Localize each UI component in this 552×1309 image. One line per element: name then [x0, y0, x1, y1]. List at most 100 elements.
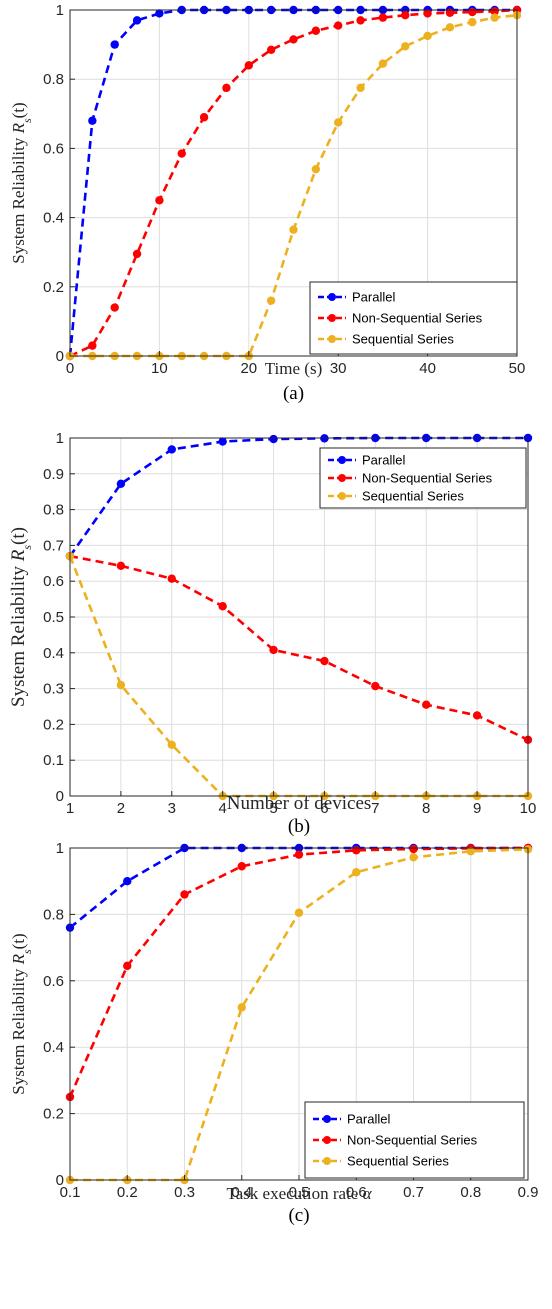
figure-caption: (b): [288, 816, 310, 837]
series-non-sequential-series: [65, 551, 533, 744]
chart-panel-a: 0 10 20 30 40 50 0 0.2 0.4 0.6 0.8 1 Time (s) System …: [9, 2, 525, 404]
data-point: [88, 116, 97, 125]
y-tick-label: 0: [56, 788, 64, 805]
x-tick-label: 0.3: [174, 1184, 195, 1201]
data-point: [378, 59, 388, 68]
x-tick-label: 7: [371, 800, 379, 817]
data-point: [289, 35, 298, 44]
x-tick-label: 2: [117, 800, 125, 817]
legend-marker: [328, 335, 336, 343]
x-axis-label: Time (s): [265, 359, 322, 378]
legend-entry: Sequential Series: [313, 1154, 449, 1169]
data-point: [466, 847, 475, 856]
legend-marker: [338, 456, 346, 464]
y-tick-label: 0.2: [43, 716, 64, 733]
x-tick-label: 30: [330, 360, 347, 377]
x-tick-label: 5: [269, 800, 277, 817]
legend-marker: [338, 492, 346, 500]
legend-marker: [338, 474, 346, 482]
legend-box: [309, 281, 518, 355]
figure-caption: (c): [288, 1205, 309, 1226]
y-tick-label: 0.2: [43, 1106, 64, 1123]
legend-marker: [323, 1115, 331, 1123]
data-point: [110, 40, 119, 49]
x-tick-label: 0.8: [460, 1184, 481, 1201]
legend-box: [304, 1101, 525, 1179]
figure-caption: (a): [283, 383, 304, 404]
y-axis-label: System Reliability Rs(t): [9, 933, 34, 1094]
y-tick-label: 0.8: [43, 502, 64, 519]
data-point: [266, 45, 276, 54]
legend-label: Sequential Series: [352, 332, 454, 347]
y-tick-label: 0.9: [43, 466, 64, 483]
y-tick-label: 1: [56, 430, 64, 447]
data-point: [423, 9, 432, 18]
x-tick-label: 20: [240, 360, 257, 377]
y-tick-label: 0.2: [43, 279, 64, 296]
x-tick-label: 8: [422, 800, 430, 817]
x-tick-label: 1: [66, 800, 74, 817]
axes-box: [69, 9, 518, 357]
series-non-sequential-series: [65, 5, 522, 361]
data-point: [218, 602, 227, 611]
data-point: [352, 846, 361, 855]
legend: Parallel Non-Sequential Series Sequential …: [309, 281, 518, 355]
data-point: [490, 13, 499, 22]
data-point: [422, 700, 431, 709]
data-point: [269, 434, 278, 444]
legend-label: Non-Sequential Series: [352, 311, 483, 326]
legend-entry: Parallel: [313, 1112, 390, 1127]
data-point: [155, 196, 164, 205]
x-tick-label: 0.9: [518, 1184, 539, 1201]
data-point: [356, 83, 365, 93]
ticks: 0.1 0.2 0.3 0.4 0.5 0.6 0.7 0.8 0.9 0 0.2 0.4 0.6 0.8…: [43, 840, 538, 1201]
y-tick-label: 1: [56, 2, 64, 19]
y-tick-label: 0.4: [43, 1039, 64, 1056]
data-point: [490, 7, 499, 16]
data-point: [409, 853, 418, 862]
data-point: [294, 908, 304, 917]
x-tick-label: 10: [520, 800, 537, 817]
legend-marker: [328, 314, 336, 322]
y-tick-label: 0.6: [43, 573, 64, 590]
x-tick-label: 0.6: [346, 1184, 367, 1201]
legend-entry: Non-Sequential Series: [328, 471, 493, 486]
data-point: [237, 1003, 246, 1012]
data-point: [123, 877, 132, 886]
ticks: 0 10 20 30 40 50 0 0.2 0.4 0.6 0.8 1: [43, 2, 525, 377]
data-point: [468, 17, 477, 27]
legend-marker: [323, 1136, 331, 1144]
data-point: [132, 249, 142, 259]
y-axis-label: System Reliability Rs(t): [8, 527, 34, 707]
x-tick-label: 0.2: [117, 1184, 138, 1201]
y-tick-label: 0: [56, 1172, 64, 1189]
x-tick-label: 40: [419, 360, 436, 377]
data-point: [294, 850, 304, 859]
data-point: [409, 844, 418, 854]
data-point: [423, 31, 432, 41]
legend-box: [319, 447, 527, 509]
data-point: [123, 961, 132, 971]
data-point: [334, 118, 343, 127]
data-point: [167, 574, 176, 583]
data-point: [88, 341, 97, 350]
data-point: [371, 681, 380, 691]
series-line: [69, 554, 529, 741]
y-tick-label: 0: [56, 348, 64, 365]
legend-label: Non-Sequential Series: [347, 1133, 478, 1148]
legend-entry: Parallel: [318, 290, 395, 305]
data-point: [468, 7, 477, 17]
data-point: [222, 83, 231, 93]
data-point: [199, 113, 209, 122]
series-sequential-series: [65, 845, 533, 1185]
data-point: [110, 303, 119, 312]
legend-entry: Parallel: [328, 453, 405, 468]
data-point: [167, 740, 176, 750]
y-tick-label: 0.5: [43, 609, 64, 626]
legend-entry: Non-Sequential Series: [313, 1133, 478, 1148]
legend-label: Sequential Series: [347, 1154, 449, 1169]
data-point: [401, 10, 410, 20]
y-tick-label: 1: [56, 840, 64, 857]
data-point: [244, 61, 253, 70]
